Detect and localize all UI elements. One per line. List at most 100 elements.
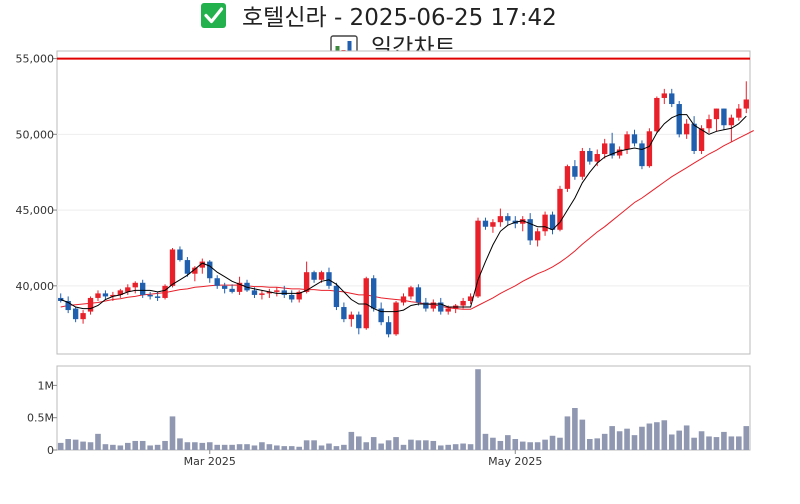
candle-down bbox=[423, 302, 429, 309]
volume-bar bbox=[586, 439, 593, 450]
candle-up bbox=[467, 296, 474, 301]
candle-up bbox=[475, 220, 481, 297]
volume-bar bbox=[490, 437, 496, 450]
candle-up bbox=[80, 313, 86, 320]
candle-down bbox=[371, 278, 377, 309]
candle-up bbox=[594, 154, 600, 162]
candle-down bbox=[333, 285, 340, 308]
candle-up bbox=[534, 231, 541, 241]
candle-up bbox=[460, 300, 466, 306]
candle-up bbox=[318, 272, 325, 280]
volume-bar bbox=[393, 437, 399, 450]
candle-down bbox=[177, 249, 183, 261]
price-tick-label: 50,000 bbox=[16, 128, 55, 141]
volume-bar bbox=[482, 433, 489, 450]
candle-down bbox=[221, 285, 228, 289]
candle-up bbox=[713, 108, 720, 120]
candle-down bbox=[326, 272, 332, 286]
candle-up bbox=[162, 285, 168, 298]
volume-bar bbox=[654, 422, 660, 450]
volume-tick-label: 0.5M bbox=[27, 412, 54, 425]
volume-bar bbox=[87, 442, 94, 450]
candle-up bbox=[192, 267, 198, 274]
candle-up bbox=[95, 293, 101, 298]
candle-up bbox=[579, 150, 586, 177]
x-tick-label: May 2025 bbox=[488, 455, 542, 468]
x-tick-label: Mar 2025 bbox=[184, 455, 236, 468]
price-panel: 40,000 45,000 50,000 55,000 bbox=[16, 50, 754, 355]
candle-up bbox=[169, 249, 176, 286]
candle-down bbox=[609, 143, 615, 156]
volume-bar bbox=[139, 440, 146, 450]
volume-bar bbox=[266, 444, 273, 450]
volume-bar bbox=[497, 440, 504, 450]
volume-bar bbox=[572, 408, 578, 450]
volume-bar bbox=[229, 444, 235, 450]
volume-bar bbox=[326, 443, 332, 450]
candle-down bbox=[691, 123, 697, 151]
candle-up bbox=[706, 119, 712, 129]
candle-up bbox=[661, 93, 667, 98]
volume-bar bbox=[445, 444, 452, 450]
candle-down bbox=[341, 307, 347, 320]
volume-bar bbox=[296, 446, 302, 450]
candle-up bbox=[646, 131, 653, 167]
volume-bar bbox=[206, 442, 213, 450]
volume-bar bbox=[199, 442, 206, 450]
candle-down bbox=[378, 308, 384, 323]
candle-up bbox=[132, 282, 138, 288]
volume-bar bbox=[110, 444, 116, 450]
volume-bar bbox=[631, 435, 638, 450]
candle-up bbox=[236, 282, 243, 292]
candle-up bbox=[296, 291, 302, 300]
volume-bar bbox=[564, 416, 571, 450]
candle-up bbox=[363, 278, 369, 329]
volume-bar bbox=[80, 441, 86, 450]
candle-up bbox=[110, 294, 116, 297]
candle-up bbox=[616, 149, 623, 156]
candle-down bbox=[207, 261, 213, 279]
candle-up bbox=[490, 222, 496, 227]
volume-bar bbox=[467, 444, 474, 450]
candle-up bbox=[542, 214, 548, 232]
volume-bar bbox=[408, 439, 414, 450]
volume-bar bbox=[244, 444, 250, 450]
volume-bar bbox=[430, 440, 437, 450]
volume-bar bbox=[706, 436, 712, 450]
x-axis: Mar 2025 May 2025 bbox=[184, 450, 542, 468]
ma-short-line bbox=[60, 114, 747, 313]
candle-up bbox=[602, 143, 608, 155]
volume-bar bbox=[117, 445, 124, 450]
volume-tick-label: 1M bbox=[38, 379, 55, 392]
check-mark-icon-tick bbox=[204, 7, 224, 24]
volume-bars bbox=[57, 369, 750, 450]
volume-bar bbox=[274, 445, 280, 450]
candle-up bbox=[520, 219, 526, 224]
volume-bar bbox=[303, 440, 310, 450]
volume-bar bbox=[184, 442, 191, 450]
volume-bar bbox=[162, 440, 168, 450]
check-mark-icon bbox=[201, 3, 226, 28]
candle-down bbox=[147, 294, 153, 297]
volume-bar bbox=[624, 428, 630, 450]
candle-up bbox=[445, 308, 451, 312]
volume-bar bbox=[281, 446, 288, 450]
bar-chart-icon-bar-3 bbox=[347, 41, 352, 58]
volume-bar bbox=[475, 369, 481, 450]
candle-up bbox=[266, 291, 273, 294]
candle-up bbox=[557, 188, 563, 230]
volume-bar bbox=[534, 442, 541, 450]
volume-bar bbox=[400, 444, 407, 450]
volume-bar bbox=[713, 437, 720, 450]
volume-bar bbox=[512, 439, 519, 450]
price-plot-area bbox=[56, 50, 751, 355]
price-tick-label: 40,000 bbox=[16, 280, 55, 293]
volume-bar bbox=[698, 431, 705, 450]
volume-bar bbox=[736, 436, 742, 450]
candle-up bbox=[743, 99, 749, 109]
volume-panel: 0 0.5M 1M Mar 2025 May 2025 bbox=[27, 365, 751, 468]
volume-bar bbox=[594, 438, 601, 450]
candle-down bbox=[102, 293, 109, 297]
volume-bar bbox=[743, 426, 750, 450]
